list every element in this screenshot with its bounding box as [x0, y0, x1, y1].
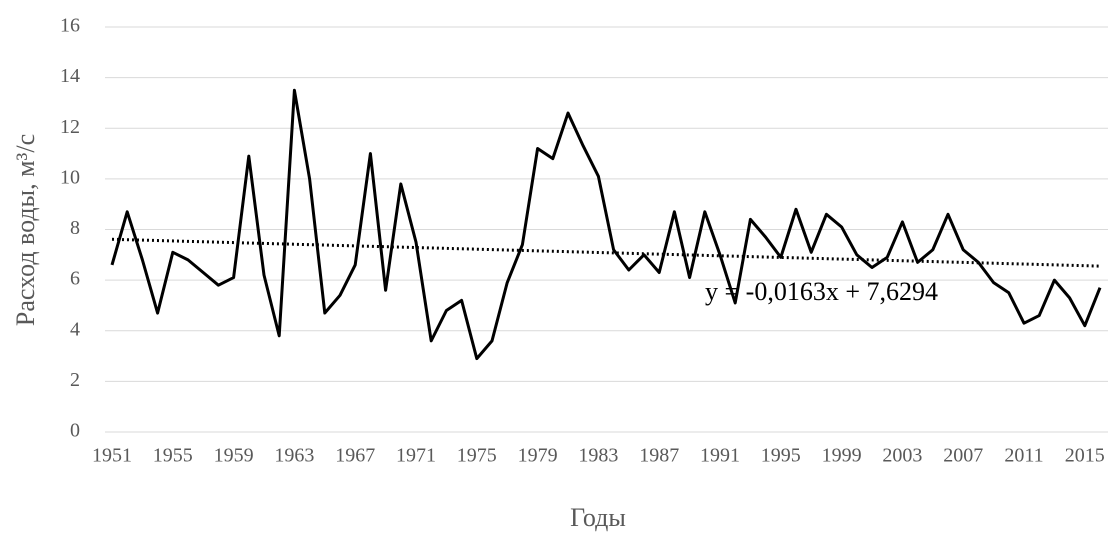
x-tick-label: 1959: [214, 445, 254, 467]
data-line: [110, 88, 1102, 361]
y-tick-label: 16: [60, 15, 80, 37]
y-tick-label: 2: [70, 369, 80, 391]
x-tick-label: 1983: [578, 445, 618, 467]
x-tick-label: 1967: [335, 445, 375, 467]
y-tick-label: 14: [60, 65, 80, 87]
y-tick-label: 6: [70, 268, 80, 290]
y-tick-label: 10: [60, 166, 80, 188]
y-tick-label: 4: [70, 318, 80, 340]
x-tick-label: 1975: [457, 445, 497, 467]
x-tick-label: 1951: [92, 445, 132, 467]
x-tick-label: 2007: [943, 445, 983, 467]
x-tick-label: 1995: [761, 445, 801, 467]
x-tick-label: 2003: [882, 445, 922, 467]
x-tick-label: 2015: [1065, 445, 1105, 467]
x-tick-label: 1991: [700, 445, 740, 467]
x-tick-label: 1963: [274, 445, 314, 467]
x-axis-title: Годы: [570, 503, 626, 532]
x-tick-label: 1999: [822, 445, 862, 467]
x-tick-label: 1971: [396, 445, 436, 467]
y-tick-label: 12: [60, 116, 80, 138]
y-axis-title: Расход воды, м³/с: [11, 134, 40, 326]
x-tick-label: 2011: [1004, 445, 1043, 467]
trend-equation: y = -0,0163x + 7,6294: [705, 277, 938, 306]
y-tick-label: 8: [70, 217, 80, 239]
y-tick-label: 0: [70, 420, 80, 442]
x-tick-label: 1955: [153, 445, 193, 467]
x-tick-label: 1987: [639, 445, 679, 467]
x-tick-label: 1979: [518, 445, 558, 467]
